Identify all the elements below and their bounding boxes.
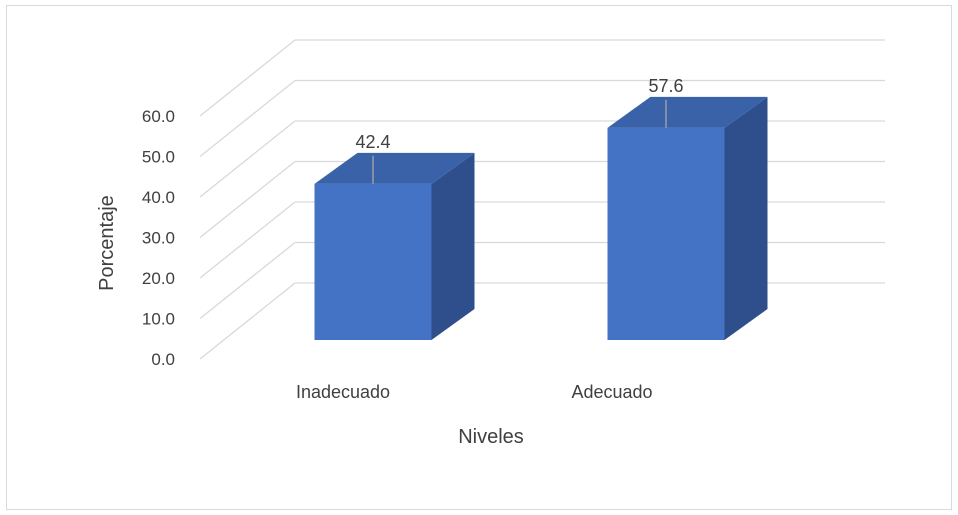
y-tick-label: 40.0 (142, 188, 175, 207)
gridline-depth (199, 160, 296, 239)
gridlines (199, 39, 885, 360)
bar-side (431, 152, 475, 340)
y-tick-label: 50.0 (142, 148, 175, 167)
y-tick-labels: 0.0 10.0 20.0 30.0 40.0 50.0 60.0 (142, 107, 175, 369)
gridline-depth (199, 201, 296, 279)
gridline-depth (199, 241, 296, 320)
category-label: Adecuado (571, 382, 652, 402)
gridline-depth (199, 79, 296, 158)
chart-area (6, 5, 952, 510)
category-label: Inadecuado (296, 382, 390, 402)
x-axis-title: Niveles (458, 426, 524, 448)
bar-front (314, 183, 432, 340)
gridline-depth (199, 120, 296, 198)
data-labels: 42.4 57.6 (355, 76, 684, 184)
bar-side (724, 96, 768, 340)
y-tick-label: 60.0 (142, 107, 175, 126)
bars (314, 96, 768, 340)
bar (607, 96, 768, 340)
category-labels: Inadecuado Adecuado (296, 382, 653, 402)
y-tick-label: 10.0 (142, 310, 175, 329)
y-axis-title: Porcentaje (96, 195, 118, 291)
bar-top (607, 96, 768, 128)
gridline-depth (199, 282, 296, 360)
bar-front (607, 127, 725, 340)
data-label: 42.4 (355, 132, 390, 152)
bar (314, 152, 475, 340)
data-label: 57.6 (648, 76, 683, 96)
y-tick-label: 20.0 (142, 269, 175, 288)
bar-top (314, 152, 475, 184)
y-tick-label: 0.0 (151, 350, 175, 369)
gridline-depth (199, 39, 296, 117)
y-tick-label: 30.0 (142, 229, 175, 248)
